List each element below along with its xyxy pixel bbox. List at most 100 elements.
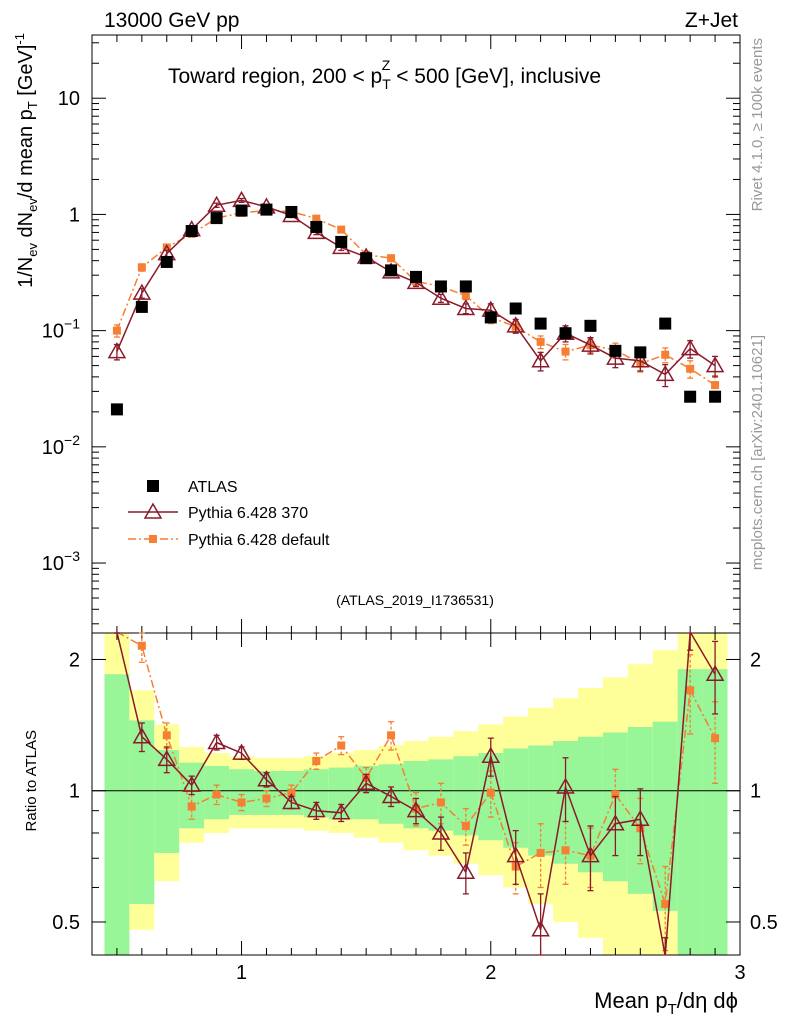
plot-title-sub: T bbox=[382, 76, 391, 92]
band-inner-17 bbox=[528, 745, 554, 856]
ratio-pdef-point bbox=[711, 734, 720, 743]
main-y-tick-label: 10 bbox=[58, 88, 80, 110]
ratio-p370-line bbox=[116, 633, 716, 955]
main-y-tick-label: 10−1 bbox=[42, 316, 80, 343]
main-p370-point bbox=[705, 356, 725, 373]
main-p370-point bbox=[680, 339, 700, 356]
ratio-pdef-point bbox=[661, 899, 670, 908]
main-atlas-point bbox=[684, 390, 697, 403]
ratio-y-tick-label-right: 1 bbox=[750, 781, 761, 803]
ratio-p370-point bbox=[581, 846, 600, 863]
main-p370-point bbox=[431, 288, 451, 305]
main-p370-point bbox=[107, 342, 127, 359]
legend-p370-marker bbox=[143, 502, 163, 519]
main-pdef-point bbox=[137, 263, 146, 272]
header-left: 13000 GeV pp bbox=[104, 9, 239, 32]
ratio-y-axis-label: Ratio to ATLAS bbox=[23, 730, 40, 831]
main-atlas-point bbox=[459, 280, 472, 293]
ratio-pdef-point bbox=[436, 798, 445, 807]
main-atlas-point bbox=[135, 300, 148, 313]
main-y-tick-label: 10−2 bbox=[42, 432, 80, 459]
analysis-watermark: (ATLAS_2019_I1736531) bbox=[336, 592, 494, 608]
main-atlas-point bbox=[385, 264, 398, 277]
ratio-p370-point bbox=[556, 777, 575, 794]
main-p370-point bbox=[631, 351, 650, 368]
ratio-p370-point bbox=[232, 743, 251, 760]
main-atlas-point bbox=[110, 403, 123, 416]
main-atlas-point bbox=[609, 344, 622, 357]
main-p370-point bbox=[132, 283, 152, 300]
main-p370-point bbox=[606, 348, 625, 365]
main-atlas-point bbox=[584, 319, 597, 332]
main-pdef-point bbox=[536, 337, 545, 346]
main-atlas-point bbox=[285, 205, 298, 218]
ratio-p370-point bbox=[331, 803, 351, 820]
x-tick-label: 1 bbox=[236, 962, 247, 984]
main-pdef-point bbox=[661, 350, 670, 359]
ratio-p370-point bbox=[132, 727, 152, 744]
plot-title-sup: Z bbox=[382, 57, 391, 73]
ratio-pdef-point bbox=[237, 798, 246, 807]
x-axis-label: Mean pT/dη dϕ bbox=[594, 988, 738, 1018]
main-atlas-point bbox=[160, 255, 173, 268]
header-right: Z+Jet bbox=[685, 9, 738, 32]
legend-pdef-label: Pythia 6.428 default bbox=[188, 532, 330, 549]
ratio-p370-point bbox=[456, 862, 476, 880]
ratio-pdef-point bbox=[312, 756, 321, 765]
legend-atlas-label: ATLAS bbox=[188, 479, 238, 496]
main-atlas-point bbox=[185, 225, 198, 238]
ratio-p370-point bbox=[282, 792, 301, 810]
ratio-p370-point bbox=[182, 775, 201, 792]
main-atlas-point bbox=[360, 252, 373, 265]
ratio-pdef-point bbox=[137, 641, 146, 650]
main-atlas-point bbox=[335, 235, 348, 248]
plot-title-rest: < 500 [GeV], inclusive bbox=[390, 65, 601, 88]
main-atlas-point bbox=[434, 280, 447, 293]
legend-atlas-marker bbox=[147, 480, 159, 492]
ratio-p370-point bbox=[257, 770, 276, 787]
ratio-p370-point bbox=[307, 801, 326, 818]
main-p370-point bbox=[581, 335, 600, 352]
main-atlas-point bbox=[659, 317, 672, 330]
ratio-p370-point bbox=[606, 814, 625, 831]
ratio-y-tick-label-right: 2 bbox=[750, 649, 761, 671]
main-p370-point bbox=[531, 351, 550, 368]
ratio-y-tick-label-right: 0.5 bbox=[750, 912, 778, 934]
main-atlas-point bbox=[410, 270, 422, 283]
x-tick-label: 2 bbox=[485, 962, 496, 984]
legend-p370-label: Pythia 6.428 370 bbox=[188, 505, 308, 522]
rivet-label: Rivet 4.1.0, ≥ 100k events bbox=[749, 38, 766, 211]
ratio-p370-point bbox=[531, 920, 550, 937]
ratio-pdef-point bbox=[611, 790, 620, 799]
ratio-pdef-point bbox=[287, 788, 296, 797]
x-tick-label: 3 bbox=[734, 962, 745, 984]
main-y-tick-label: 1 bbox=[69, 204, 80, 226]
main-atlas-point bbox=[709, 390, 722, 403]
main-pdef-point bbox=[561, 347, 570, 356]
ratio-pdef-point bbox=[162, 731, 171, 740]
plot-title: Toward region, 200 < pTZ < 500 [GeV], in… bbox=[168, 57, 601, 92]
mcplots-label: mcplots.cern.ch [arXiv:2401.10621] bbox=[749, 335, 766, 570]
main-p370-point bbox=[506, 316, 525, 333]
plot-title-main: Toward region, 200 < p bbox=[168, 65, 382, 88]
ratio-p370-point bbox=[506, 846, 525, 863]
main-atlas-point bbox=[634, 346, 647, 359]
ratio-pdef-point bbox=[262, 794, 271, 803]
main-pdef-point bbox=[686, 364, 695, 373]
main-p370-point bbox=[456, 299, 476, 316]
ratio-p370-point bbox=[481, 746, 501, 763]
main-y-tick-label: 10−3 bbox=[42, 548, 80, 575]
main-atlas-point bbox=[509, 302, 522, 315]
main-atlas-point bbox=[210, 212, 223, 225]
main-pdef-point bbox=[112, 326, 121, 335]
ratio-pdef-point bbox=[187, 802, 196, 811]
ratio-pdef-point bbox=[561, 846, 570, 855]
main-p370-point bbox=[207, 195, 226, 212]
legend: ATLAS Pythia 6.428 370 Pythia 6.428 defa… bbox=[128, 479, 330, 549]
main-atlas-point bbox=[310, 220, 323, 233]
ratio-p370-point bbox=[705, 664, 725, 681]
ratio-pdef-point bbox=[486, 788, 495, 797]
ratio-pdef-point bbox=[461, 822, 470, 831]
main-pdef-point bbox=[312, 214, 321, 223]
